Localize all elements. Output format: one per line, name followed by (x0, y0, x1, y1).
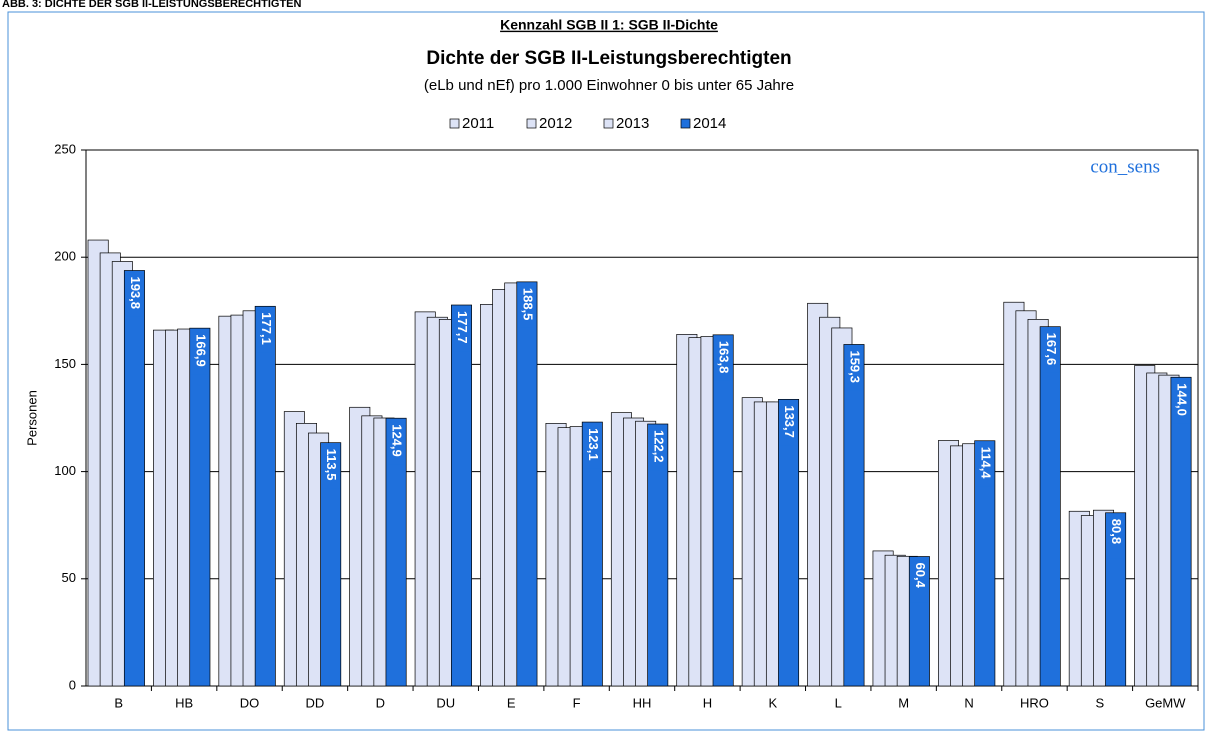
label-bg (648, 428, 667, 471)
legend-swatch (680, 118, 691, 129)
label-bg (125, 274, 144, 317)
x-tick-label: HRO (1020, 695, 1049, 710)
legend-swatch (449, 118, 460, 129)
data-label: 124,9 (390, 424, 405, 457)
bar (516, 281, 538, 687)
label-bg (583, 426, 602, 469)
bar (189, 327, 211, 687)
label-bg (517, 285, 536, 328)
label-bg (321, 446, 340, 489)
bar (1039, 326, 1061, 687)
y-tick-label: 150 (54, 356, 76, 371)
data-label: 122,2 (651, 430, 666, 463)
label-bg (975, 444, 994, 487)
y-tick-label: 50 (62, 570, 76, 585)
x-tick-label: B (114, 695, 123, 710)
kicker: Kennzahl SGB II 1: SGB II-Dichte (500, 17, 718, 33)
legend-swatch (526, 118, 537, 129)
label-bg (256, 310, 275, 353)
bar (123, 270, 145, 687)
data-label: 113,5 (324, 449, 339, 481)
x-tick-label: DU (436, 695, 455, 710)
subtitle: (eLb und nEf) pro 1.000 Einwohner 0 bis … (424, 77, 794, 94)
chart-title: Dichte der SGB II-Leistungsberechtigten (426, 48, 791, 69)
y-tick-label: 100 (54, 463, 76, 478)
data-label: 193,8 (128, 276, 143, 309)
x-tick-label: DD (306, 695, 325, 710)
label-bg (1106, 516, 1125, 559)
label-bg (910, 560, 929, 603)
label-bg (844, 348, 863, 391)
bar (843, 344, 865, 687)
x-tick-label: L (835, 695, 842, 710)
data-label: 123,1 (586, 428, 601, 461)
label-bg (387, 422, 406, 465)
label-bg (1041, 330, 1060, 373)
x-tick-label: GeMW (1145, 695, 1186, 710)
x-tick-label: H (703, 695, 712, 710)
bar (385, 417, 407, 687)
data-label: 163,8 (717, 341, 732, 374)
x-tick-label: HH (633, 695, 652, 710)
bar (974, 440, 996, 687)
bar (581, 421, 603, 687)
bar (254, 305, 276, 687)
data-label: 159,3 (848, 350, 863, 383)
x-tick-label: DO (240, 695, 260, 710)
data-label: 133,7 (782, 405, 797, 438)
data-label: 114,4 (978, 447, 993, 480)
y-tick-label: 0 (69, 677, 76, 692)
bar (320, 442, 342, 687)
legend-label: 2014 (693, 115, 726, 132)
legend-label: 2013 (616, 115, 649, 132)
legend-label: 2011 (462, 115, 494, 132)
bar (778, 398, 800, 687)
data-label: 188,5 (520, 288, 535, 321)
x-tick-label: N (964, 695, 973, 710)
label-bg (190, 332, 209, 375)
x-tick-label: HB (175, 695, 193, 710)
data-label: 177,1 (259, 312, 274, 345)
x-tick-label: E (507, 695, 516, 710)
bar (451, 304, 472, 687)
data-label: 60,4 (913, 563, 928, 589)
data-label: 144,0 (1175, 383, 1190, 416)
label-bg (452, 309, 471, 352)
x-tick-label: F (573, 695, 581, 710)
x-tick-label: M (898, 695, 909, 710)
data-label: 80,8 (1109, 519, 1124, 544)
data-label: 166,9 (193, 334, 208, 367)
x-tick-label: S (1096, 695, 1105, 710)
x-tick-label: D (376, 695, 385, 710)
label-bg (779, 403, 798, 446)
y-axis-label: Personen (24, 390, 39, 446)
data-label: 167,6 (1044, 333, 1059, 366)
watermark: con_sens (1090, 156, 1160, 177)
label-bg (1172, 381, 1191, 424)
legend-label: 2012 (539, 115, 572, 132)
x-tick-label: K (768, 695, 777, 710)
bar (712, 334, 734, 687)
bar (1170, 376, 1192, 687)
data-label: 177,7 (455, 311, 470, 344)
legend-swatch (603, 118, 614, 129)
label-bg (714, 338, 733, 381)
header: ABB. 3: DICHTE DER SGB II-LEISTUNGSBEREC… (2, 0, 302, 10)
y-tick-label: 200 (54, 249, 76, 264)
y-tick-label: 250 (54, 141, 76, 156)
bar (647, 423, 669, 687)
